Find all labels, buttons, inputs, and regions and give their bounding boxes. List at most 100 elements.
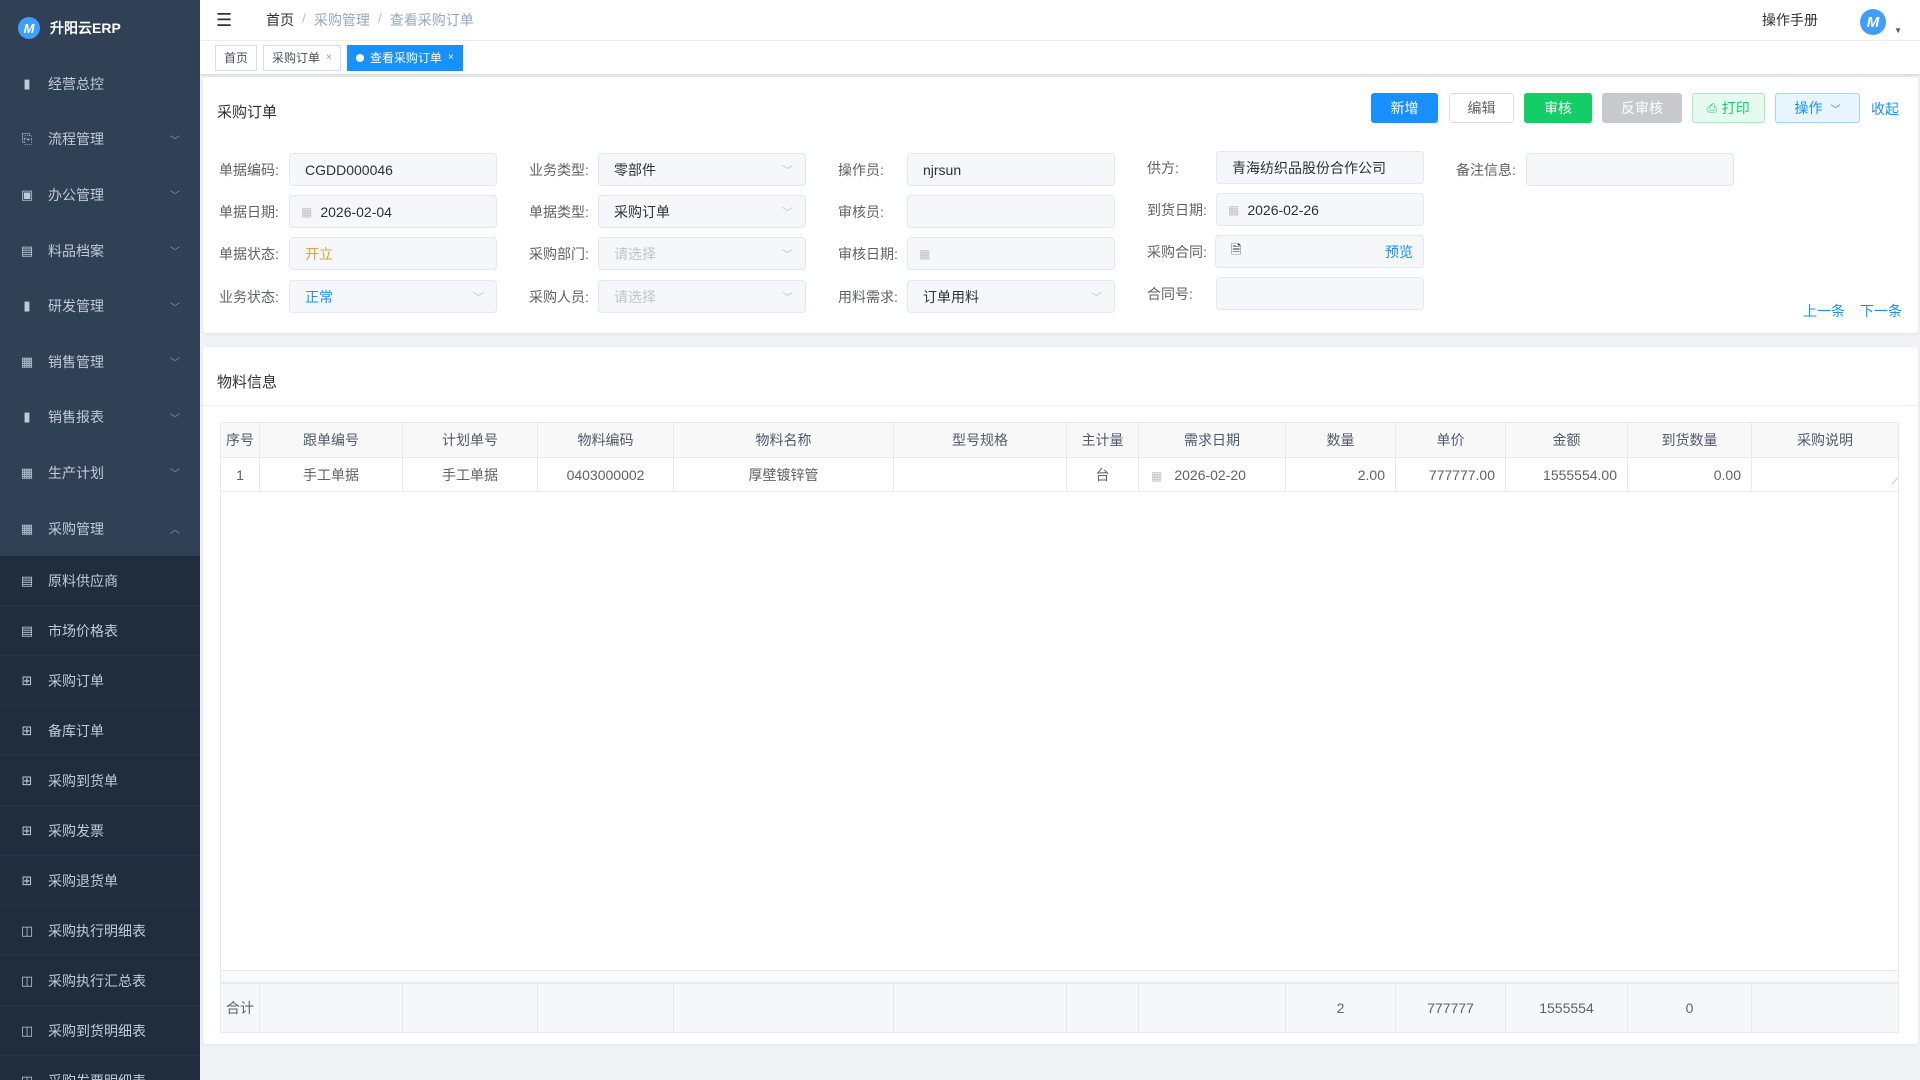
actions-dropdown[interactable]: 操作 ﹀ xyxy=(1775,93,1860,123)
sidebar-item[interactable]: ▮ 经营总控 xyxy=(0,56,200,112)
tab-view-purchase-order[interactable]: 查看采购订单 × xyxy=(346,44,463,71)
buyer-select[interactable]: 请选择 ﹀ xyxy=(598,280,806,313)
edit-button[interactable]: 编辑 xyxy=(1449,93,1514,123)
doc-type-label: 单据类型: xyxy=(529,203,589,220)
book-icon: ◫ xyxy=(20,1073,34,1080)
cell-value: 1555554.00 xyxy=(1543,466,1617,483)
submenu-item[interactable]: ▤ 市场价格表 xyxy=(0,606,200,657)
submenu-item[interactable]: ◫ 采购执行汇总表 xyxy=(0,956,200,1007)
add-button[interactable]: 新增 xyxy=(1371,93,1438,123)
operator-field[interactable]: njrsun xyxy=(907,153,1115,186)
doc-date-picker[interactable]: ▦ 2026-02-04 xyxy=(289,195,497,228)
table-row[interactable]: 1 手工单据 手工单据 0403000002 厚壁镀锌管 台 ▦ 2026-02-20 2.00… xyxy=(220,457,1899,492)
submenu-item-label: 采购订单 xyxy=(48,672,104,689)
auditor-field[interactable] xyxy=(907,195,1115,228)
table-cell[interactable]: ⟋ xyxy=(1751,457,1899,492)
approve-button[interactable]: 审核 xyxy=(1524,93,1592,123)
arrival-date-picker[interactable]: ▦ 2026-02-26 xyxy=(1216,193,1424,226)
submenu-item[interactable]: ◫ 采购到货明细表 xyxy=(0,1006,200,1057)
submenu-item[interactable]: ⊞ 备库订单 xyxy=(0,706,200,757)
biz-type-value: 零部件 xyxy=(614,161,656,178)
sidebar-item[interactable]: ▮ 销售报表 ﹀ xyxy=(0,390,200,446)
purchase-icon: ▦ xyxy=(20,520,34,536)
column-header: 单价 xyxy=(1395,422,1506,458)
office-icon: ▣ xyxy=(20,186,34,202)
close-icon[interactable]: × xyxy=(326,52,332,63)
actions-label: 操作 xyxy=(1794,100,1823,116)
biz-status-select[interactable]: 正常 ﹀ xyxy=(289,280,497,313)
dept-select[interactable]: 请选择 ﹀ xyxy=(598,237,806,270)
print-button[interactable]: ⎙ 打印 xyxy=(1692,93,1765,123)
submenu-item[interactable]: ▤ 原料供应商 xyxy=(0,556,200,607)
submenu-item[interactable]: ◫ 采购执行明细表 xyxy=(0,906,200,957)
table-cell: 0.00 xyxy=(1627,457,1752,492)
submenu-item[interactable]: ⊞ 采购退货单 xyxy=(0,856,200,907)
chevron-icon: ﹀ xyxy=(170,191,180,203)
column-header: 跟单编号 xyxy=(259,422,403,458)
summary-cell: 777777 xyxy=(1395,983,1506,1033)
table-cell: 手工单据 xyxy=(259,457,403,492)
contract-no-field[interactable] xyxy=(1216,277,1424,310)
doc-type-select[interactable]: 采购订单 ﹀ xyxy=(598,195,806,228)
unapprove-button[interactable]: 反审核 xyxy=(1602,93,1682,123)
material-need-select[interactable]: 订单用料 ﹀ xyxy=(907,280,1115,313)
chevron-icon: ﹀ xyxy=(170,469,180,481)
calendar-icon: ▦ xyxy=(301,204,313,219)
submenu-item-label: 采购执行汇总表 xyxy=(48,972,146,989)
buyer-label: 采购人员: xyxy=(529,288,589,305)
submenu-item[interactable]: ⊞ 采购到货单 xyxy=(0,756,200,807)
tab-label: 查看采购订单 xyxy=(369,51,442,65)
sidebar-item[interactable]: ▦ 采购管理 ︿ xyxy=(0,501,200,557)
sidebar-item[interactable]: ▦ 销售管理 ﹀ xyxy=(0,334,200,390)
avatar[interactable]: M xyxy=(1860,9,1886,35)
supplier-field[interactable]: 青海纺织品股份合作公司 xyxy=(1216,151,1424,184)
submenu-item[interactable]: ⊞ 采购发票 xyxy=(0,806,200,857)
table-cell xyxy=(893,457,1067,492)
caret-down-icon[interactable]: ▼ xyxy=(1894,26,1902,35)
tab-home[interactable]: 首页 xyxy=(215,44,258,71)
horizontal-scrollbar[interactable] xyxy=(220,970,1899,983)
breadcrumb-purchase[interactable]: 采购管理 xyxy=(313,12,370,28)
sidebar-item[interactable]: ▣ 办公管理 ﹀ xyxy=(0,167,200,223)
next-record-link[interactable]: 下一条 xyxy=(1860,303,1902,319)
breadcrumb-current: 查看采购订单 xyxy=(389,12,474,28)
sidebar-item[interactable]: ⎘ 流程管理 ﹀ xyxy=(0,112,200,168)
sidebar-item[interactable]: ▦ 生产计划 ﹀ xyxy=(0,445,200,501)
summary-cell xyxy=(1751,983,1899,1033)
document-edit-icon: ▤ xyxy=(20,572,34,588)
close-icon[interactable]: × xyxy=(447,52,454,63)
breadcrumb-home[interactable]: 首页 xyxy=(266,12,294,28)
resize-handle-icon[interactable]: ⟋ xyxy=(1891,476,1898,486)
summary-cell xyxy=(1066,983,1139,1033)
column-header: 数量 xyxy=(1285,422,1396,458)
biz-type-select[interactable]: 零部件 ﹀ xyxy=(598,153,806,186)
sidebar-item[interactable]: ▮ 研发管理 ﹀ xyxy=(0,278,200,334)
audit-date-picker[interactable]: ▦ xyxy=(907,237,1115,270)
doc-status-field[interactable]: 开立 xyxy=(289,237,497,270)
remark-field[interactable] xyxy=(1526,153,1734,186)
materials-table: 序号 跟单编号 计划单号 物料编码 物料名称 型号规格 主计量 需求日期 数量 单价 金额 到货数量采… xyxy=(220,422,1899,492)
contract-upload[interactable]: 🗎 预览 xyxy=(1215,235,1424,268)
hamburger-icon[interactable]: ☰ xyxy=(216,9,233,30)
supplier-label: 供方: xyxy=(1147,159,1179,176)
column-header: 金额 xyxy=(1505,422,1628,458)
column-header: 需求日期 xyxy=(1138,422,1286,458)
submenu-item[interactable]: ⊞ 采购订单 xyxy=(0,656,200,707)
sidebar-item[interactable]: ▤ 料品档案 ﹀ xyxy=(0,223,200,279)
prev-record-link[interactable]: 上一条 xyxy=(1803,303,1845,319)
tab-purchase-order[interactable]: 采购订单 × xyxy=(263,44,341,71)
table-cell: 2.00 xyxy=(1285,457,1396,492)
biz-status-value: 正常 xyxy=(305,288,333,305)
table-cell: 777777.00 xyxy=(1395,457,1506,492)
purchase-submenu: ▤ 原料供应商 ▤ 市场价格表 ⊞ 采购订单 ⊞ 备库订单 ⊞ 采购到货单 ⊞ 采购发票 ⊞ 采购退货单 ◫… xyxy=(0,556,200,1080)
active-dot-icon xyxy=(355,53,364,62)
collapse-link[interactable]: 收起 xyxy=(1871,101,1899,117)
sidebar-item-label: 料品档案 xyxy=(48,242,104,259)
app-logo[interactable]: M 升阳云ERP xyxy=(0,0,200,56)
submenu-item[interactable]: ◫ 采购发票明细表 xyxy=(0,1056,200,1080)
rd-icon: ▮ xyxy=(23,298,31,314)
contract-preview-link[interactable]: 预览 xyxy=(1385,243,1413,260)
doc-status-value: 开立 xyxy=(305,245,333,262)
doc-code-field[interactable]: CGDD000046 xyxy=(289,153,497,186)
manual-link[interactable]: 操作手册 xyxy=(1762,12,1818,28)
